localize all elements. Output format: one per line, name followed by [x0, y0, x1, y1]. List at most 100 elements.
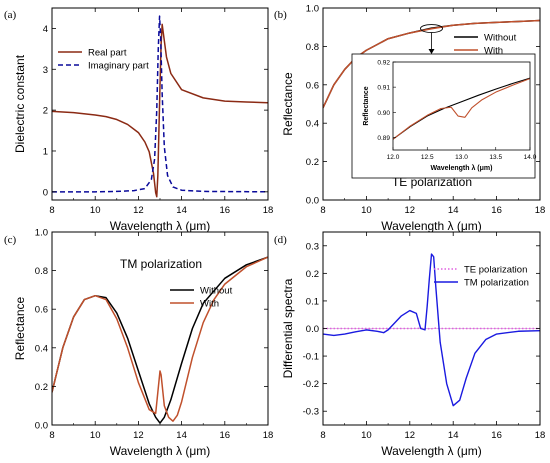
y-tick-label: 0.0	[306, 196, 319, 207]
x-tick-label: 10	[361, 430, 372, 441]
y-tick-label: 0.3	[306, 241, 319, 252]
x-axis-label: Wavelength λ (μm)	[110, 219, 211, 233]
x-tick-label: 16	[491, 430, 502, 441]
y-axis-label: Reflectance	[281, 72, 295, 136]
y-tick-label: 0.0	[35, 421, 48, 432]
x-tick-label: 14	[176, 430, 187, 441]
y-tick-label: 0	[43, 187, 48, 198]
y-tick-label: -0.1	[303, 352, 319, 363]
y-tick-label: 0.2	[306, 157, 319, 168]
zoom-arrow-head	[428, 49, 435, 54]
series-group	[52, 15, 268, 198]
y-tick-label: 0.8	[35, 266, 48, 277]
series-group	[52, 256, 268, 424]
inset-series-group	[393, 77, 530, 140]
x-tick-label: 12	[405, 430, 416, 441]
panel-label: (d)	[274, 234, 287, 246]
panel-c: (c) 8 10 12 14 16 18 0.0 0.2 0.4 0.6 0.8 1.0 Waveleng…	[4, 228, 273, 459]
inset-y-tick-label: 0.92	[377, 60, 390, 67]
panel-label: (c)	[4, 234, 17, 246]
x-tick-label: 12	[405, 205, 416, 216]
legend-item-label: TM polarization	[464, 278, 529, 289]
x-axis-label: Wavelength λ (μm)	[381, 219, 482, 233]
x-tick-label: 16	[220, 205, 231, 216]
series-line-Real part	[52, 23, 268, 198]
panel-label: (b)	[274, 9, 287, 21]
x-tick-label: 8	[320, 430, 325, 441]
inset-background	[351, 53, 536, 179]
legend-item-label: Imaginary part	[88, 61, 149, 72]
series-line-With	[52, 256, 268, 422]
inset-x-tick-label: 13.5	[489, 154, 502, 161]
y-tick-label: 0.4	[306, 119, 319, 130]
inset-series-line-With	[393, 78, 530, 140]
series-line-Without	[52, 256, 268, 424]
y-axis-label: Dielectric constant	[13, 54, 27, 153]
y-tick-label: 1.0	[35, 228, 48, 239]
y-tick-label: 1.0	[306, 4, 319, 15]
x-tick-label: 8	[320, 205, 325, 216]
y-axis-label: Reflectance	[13, 296, 27, 360]
y-tick-label: 0.2	[35, 382, 48, 393]
legend-item-label: Without	[200, 286, 233, 297]
panel-label: (a)	[4, 9, 17, 21]
x-tick-label: 10	[90, 430, 101, 441]
inset-x-tick-label: 13.0	[455, 154, 468, 161]
inset-y-tick-label: 0.90	[377, 110, 390, 117]
inset-x-tick-label: 12.0	[387, 154, 400, 161]
x-tick-label: 18	[263, 430, 274, 441]
y-tick-label: 2	[43, 106, 48, 117]
y-axis-label: Differential spectra	[281, 278, 295, 378]
y-tick-label: 0.6	[306, 80, 319, 91]
panel-d: (d) 8 10 12 14 16 18 -0.3 -0.2 -0.1 0.0 0.1 0.2 0.3 Wa…	[274, 231, 546, 458]
x-tick-label: 14	[448, 430, 459, 441]
series-group	[323, 253, 540, 407]
series-line-TE polarization	[323, 327, 540, 331]
x-tick-label: 18	[535, 205, 546, 216]
polarization-annotation: TM polarization	[120, 257, 202, 271]
x-tick-label: 8	[49, 205, 54, 216]
y-tick-label: 4	[43, 24, 48, 35]
x-tick-label: 18	[263, 205, 274, 216]
x-tick-label: 8	[49, 430, 54, 441]
y-tick-label: 0.0	[306, 324, 319, 335]
y-tick-label: -0.3	[303, 407, 319, 418]
series-line-With	[323, 19, 540, 109]
series-group	[323, 19, 540, 109]
inset-x-axis-label: Wavelength λ (μm)	[431, 164, 493, 172]
inset-y-axis-label: Reflectance	[363, 86, 370, 125]
y-tick-label: 0.2	[306, 269, 319, 280]
y-tick-label: 0.8	[306, 42, 319, 53]
x-tick-label: 18	[535, 430, 546, 441]
y-tick-label: 3	[43, 65, 48, 76]
x-tick-label: 10	[361, 205, 372, 216]
legend-item-label: With	[484, 46, 503, 57]
x-axis-label: Wavelength λ (μm)	[110, 444, 211, 458]
y-tick-label: 0.6	[35, 305, 48, 316]
legend-item-label: Without	[484, 33, 517, 44]
x-tick-label: 14	[448, 205, 459, 216]
inset-y-tick-label: 0.89	[377, 135, 390, 142]
legend-item-label: Real part	[88, 48, 127, 59]
x-tick-label: 14	[176, 205, 187, 216]
x-tick-label: 12	[133, 430, 144, 441]
inset-x-tick-label: 12.5	[421, 154, 434, 161]
series-line-Imaginary part	[52, 15, 268, 193]
x-tick-label: 16	[491, 205, 502, 216]
series-line-TM polarization	[323, 253, 540, 407]
inset-x-tick-label: 14.0	[524, 154, 537, 161]
panel-b: (b) 8 10 12 14 16 18 0.0 0.2 0.4 0.6 0.8 1.0 Waveleng…	[274, 4, 545, 234]
x-axis-label: Wavelength λ (μm)	[381, 444, 482, 458]
x-tick-label: 10	[90, 205, 101, 216]
polarization-annotation: TE polarization	[392, 175, 472, 189]
y-tick-label: 1	[43, 146, 48, 157]
legend-item-label: TE polarization	[464, 265, 527, 276]
inset-y-tick-label: 0.91	[377, 85, 390, 92]
y-tick-label: 0.4	[35, 343, 48, 354]
inset: 12.0 12.5 13.0 13.5 14.0 0.89 0.90 0.91 0.92 Wave…	[351, 53, 537, 179]
y-tick-label: -0.2	[303, 379, 319, 390]
x-tick-label: 16	[220, 430, 231, 441]
x-tick-label: 12	[133, 205, 144, 216]
